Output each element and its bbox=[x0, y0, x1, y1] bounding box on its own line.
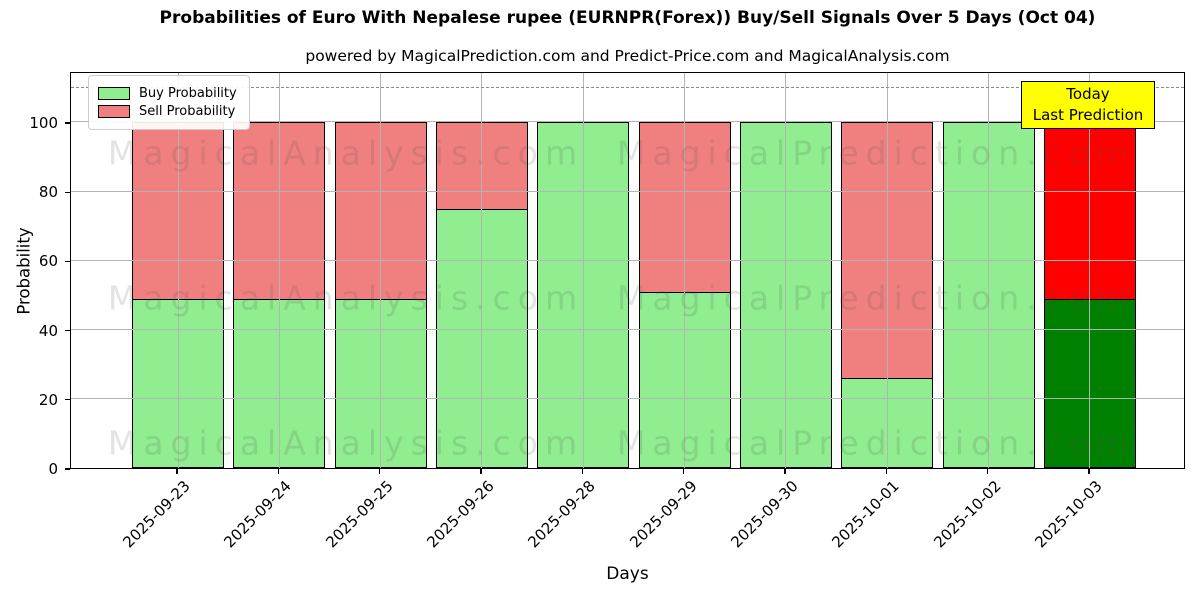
x-tick-mark bbox=[784, 469, 786, 474]
y-tick-label: 100 bbox=[29, 113, 58, 132]
x-tick-mark bbox=[885, 469, 887, 474]
today-last-prediction-callout: Today Last Prediction bbox=[1021, 81, 1155, 129]
horizontal-gridline bbox=[71, 190, 1184, 192]
vertical-gridline bbox=[785, 73, 787, 468]
callout-line-last-prediction: Last Prediction bbox=[1032, 106, 1144, 124]
legend-sell-label: Sell Probability bbox=[139, 104, 236, 119]
horizontal-gridline bbox=[71, 398, 1184, 400]
vertical-gridline bbox=[582, 73, 584, 468]
y-tick-label: 80 bbox=[38, 183, 58, 202]
y-tick-label: 60 bbox=[38, 252, 58, 271]
horizontal-gridline bbox=[71, 259, 1184, 261]
x-axis-title: Days bbox=[606, 564, 649, 584]
horizontal-gridline bbox=[71, 329, 1184, 331]
x-tick-mark bbox=[379, 469, 381, 474]
buy-color-swatch bbox=[98, 87, 130, 100]
vertical-gridline bbox=[481, 73, 483, 468]
vertical-gridline bbox=[684, 73, 686, 468]
watermark-analysis-row3: MagicalAnalysis.com bbox=[107, 423, 585, 463]
y-tick-mark bbox=[65, 122, 70, 124]
watermark-prediction-row1: MagicalPrediction.com bbox=[616, 133, 1136, 173]
chart-subtitle: powered by MagicalPrediction.com and Pre… bbox=[305, 47, 950, 65]
y-tick-mark bbox=[65, 329, 70, 332]
y-tick-mark bbox=[65, 468, 70, 470]
x-tick-mark bbox=[987, 469, 989, 474]
x-tick-mark bbox=[581, 469, 584, 474]
vertical-gridline bbox=[380, 73, 382, 468]
legend-buy-label: Buy Probability bbox=[139, 86, 237, 101]
y-tick-mark bbox=[65, 191, 70, 193]
y-tick-label: 20 bbox=[38, 390, 58, 409]
x-tick-mark bbox=[277, 469, 280, 474]
plot-area: Buy Probability Sell Probability Today L… bbox=[70, 72, 1185, 469]
vertical-gridline bbox=[278, 73, 280, 468]
horizontal-gridline bbox=[71, 121, 1184, 123]
y-tick-mark bbox=[65, 260, 70, 263]
vertical-gridline bbox=[886, 73, 888, 468]
chart-legend: Buy Probability Sell Probability bbox=[88, 75, 250, 130]
chart-title: Probabilities of Euro With Nepalese rupe… bbox=[159, 8, 1096, 28]
x-tick-mark bbox=[1088, 469, 1090, 474]
sell-color-swatch bbox=[98, 105, 130, 118]
y-axis-title: Probability bbox=[14, 227, 34, 315]
y-tick-label: 40 bbox=[38, 321, 58, 340]
watermark-prediction-row3: MagicalPrediction.com bbox=[616, 423, 1136, 463]
y-tick-mark bbox=[65, 399, 70, 401]
legend-item-buy: Buy Probability bbox=[98, 86, 237, 101]
y-tick-label: 0 bbox=[48, 460, 58, 478]
callout-line-today: Today bbox=[1066, 85, 1110, 103]
dashed-reference-line bbox=[71, 87, 1184, 89]
watermark-analysis-row2: MagicalAnalysis.com bbox=[107, 278, 585, 318]
legend-item-sell: Sell Probability bbox=[98, 104, 237, 119]
x-tick-mark bbox=[176, 469, 178, 474]
x-tick-mark bbox=[683, 469, 685, 474]
watermark-analysis-row1: MagicalAnalysis.com bbox=[107, 133, 585, 173]
x-tick-mark bbox=[480, 469, 482, 474]
vertical-gridline bbox=[1089, 73, 1091, 468]
vertical-gridline bbox=[177, 73, 179, 468]
vertical-gridline bbox=[988, 73, 990, 468]
watermark-prediction-row2: MagicalPrediction.com bbox=[616, 278, 1136, 318]
